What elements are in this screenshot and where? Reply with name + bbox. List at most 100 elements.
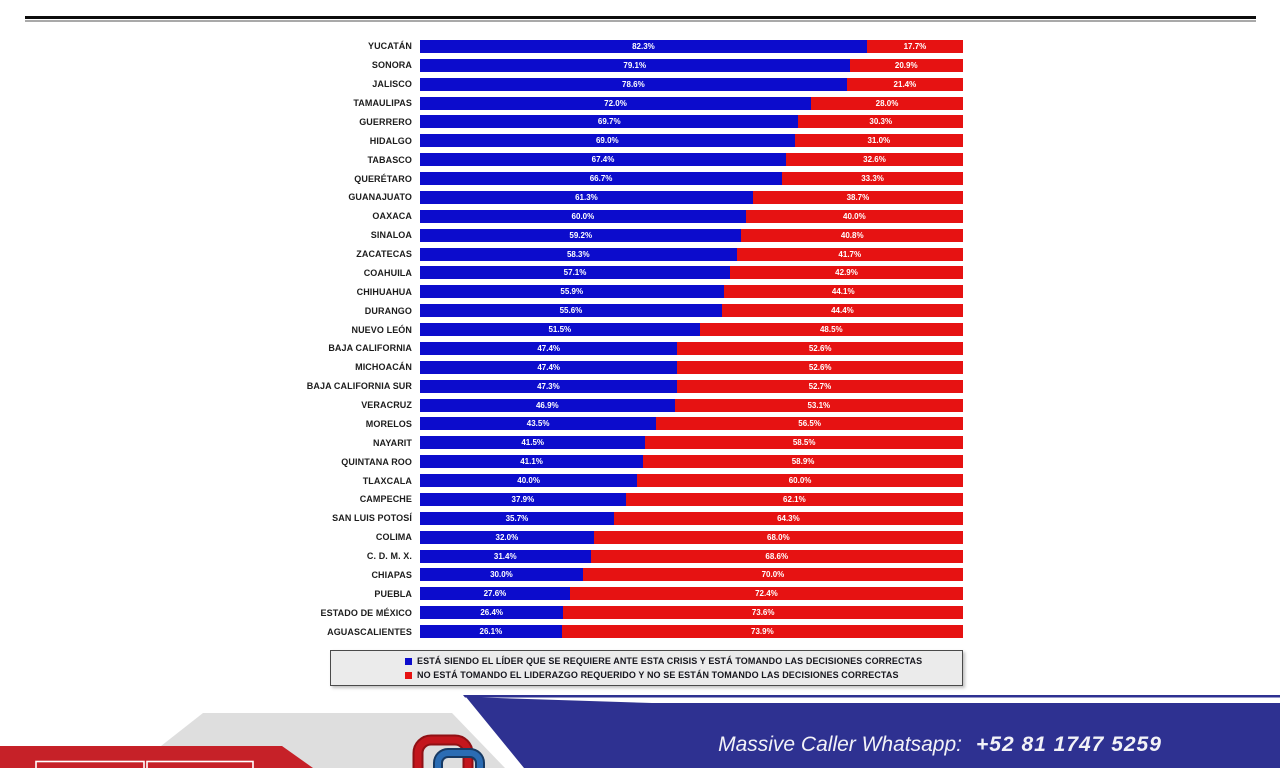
bar-value-label: 62.1%	[783, 494, 806, 504]
bar-value-label: 32.0%	[495, 532, 519, 542]
bar-segment-positive: 60.0%	[420, 209, 746, 223]
logo-red-ring	[414, 736, 472, 768]
bar-value-label: 69.0%	[595, 136, 619, 146]
bar-track: 31.4% 68.6%	[420, 549, 963, 563]
chart-row: DURANGO 55.6% 44.4%	[0, 301, 963, 320]
category-label: OAXACA	[372, 211, 412, 222]
bar-value-label: 56.5%	[798, 419, 821, 429]
legend-item: ESTÁ SIENDO EL LÍDER QUE SE REQUIERE ANT…	[405, 654, 962, 668]
bar-value-label: 52.6%	[808, 362, 832, 372]
footer: Massive Caller Whatsapp: +52 81 1747 5259	[0, 695, 1280, 768]
bar-segment-negative: 44.1%	[723, 285, 963, 299]
bar-track: 55.9% 44.1%	[420, 285, 963, 299]
footer-navy-band	[466, 697, 1280, 768]
chart-legend: ESTÁ SIENDO EL LÍDER QUE SE REQUIERE ANT…	[330, 650, 963, 686]
bar-value-label: 67.4%	[591, 155, 615, 165]
chart-row: TAMAULIPAS 72.0% 28.0%	[0, 94, 963, 113]
category-label: SONORA	[371, 60, 412, 71]
bar-value-label: 55.9%	[560, 287, 584, 297]
chart-row: CAMPECHE 37.9% 62.1%	[0, 490, 963, 509]
category-label: YUCATÁN	[367, 41, 412, 52]
chart-row: QUINTANA ROO 41.1% 58.9%	[0, 452, 963, 471]
category-label: MORELOS	[365, 418, 412, 429]
bar-track: 69.7% 30.3%	[420, 115, 963, 129]
category-label: NUEVO LEÓN	[351, 324, 412, 335]
bar-value-label: 70.0%	[761, 570, 785, 580]
bar-value-label: 51.5%	[548, 325, 572, 335]
category-label: ESTADO DE MÉXICO	[320, 607, 412, 618]
bar-segment-negative: 52.6%	[677, 341, 963, 355]
category-label: COAHUILA	[363, 267, 412, 278]
bar-value-label: 68.6%	[765, 551, 789, 561]
chart-row: MICHOACÁN 47.4% 52.6%	[0, 358, 963, 377]
bar-value-label: 60.0%	[571, 211, 595, 221]
bar-segment-positive: 59.2%	[420, 228, 742, 242]
bar-value-label: 78.6%	[622, 79, 645, 89]
bar-value-label: 41.5%	[521, 438, 545, 448]
bar-value-label: 47.4%	[537, 343, 561, 353]
category-label: CHIHUAHUA	[356, 286, 412, 297]
bar-segment-negative: 40.0%	[745, 209, 963, 223]
bar-value-label: 73.9%	[751, 627, 774, 637]
bar-value-label: 26.1%	[479, 627, 503, 637]
category-label: CAMPECHE	[359, 494, 412, 505]
bar-track: 58.3% 41.7%	[420, 247, 963, 261]
category-label: GUANAJUATO	[348, 192, 412, 203]
bar-segment-positive: 47.4%	[420, 360, 678, 374]
bar-value-label: 52.7%	[808, 381, 832, 391]
category-label: C. D. M. X.	[366, 551, 412, 562]
bar-track: 79.1% 20.9%	[420, 58, 963, 72]
bar-value-label: 79.1%	[623, 60, 647, 70]
bar-value-label: 44.4%	[831, 306, 854, 316]
bar-segment-positive: 79.1%	[420, 58, 850, 72]
bar-segment-positive: 61.3%	[420, 190, 753, 204]
bar-value-label: 37.9%	[511, 494, 535, 504]
bar-segment-negative: 48.5%	[699, 323, 963, 337]
bar-value-label: 82.3%	[632, 41, 655, 51]
bar-segment-negative: 72.4%	[569, 587, 963, 601]
legend-item: NO ESTÁ TOMANDO EL LIDERAZGO REQUERIDO Y…	[405, 668, 962, 682]
chart-row: YUCATÁN 82.3% 17.7%	[0, 37, 963, 56]
bar-track: 61.3% 38.7%	[420, 190, 963, 204]
bar-segment-positive: 57.1%	[420, 266, 731, 280]
bar-track: 78.6% 21.4%	[420, 77, 963, 91]
bar-segment-negative: 53.1%	[674, 398, 963, 412]
bar-value-label: 33.3%	[861, 174, 884, 184]
legend-label: NO ESTÁ TOMANDO EL LIDERAZGO REQUERIDO Y…	[417, 670, 899, 680]
chart-row: GUANAJUATO 61.3% 38.7%	[0, 188, 963, 207]
category-label: BAJA CALIFORNIA SUR	[306, 381, 412, 392]
bar-segment-negative: 62.1%	[625, 492, 963, 506]
chart-row: JALISCO 78.6% 21.4%	[0, 75, 963, 94]
chart-row: MORELOS 43.5% 56.5%	[0, 415, 963, 434]
bar-track: 47.4% 52.6%	[420, 360, 963, 374]
bar-value-label: 17.7%	[903, 41, 927, 51]
legend-swatch-icon	[405, 657, 412, 665]
top-rule	[25, 16, 1256, 19]
category-label: CHIAPAS	[371, 569, 412, 580]
bar-track: 66.7% 33.3%	[420, 172, 963, 186]
bar-segment-negative: 17.7%	[866, 39, 963, 53]
bar-track: 26.4% 73.6%	[420, 606, 963, 620]
category-label: VERACRUZ	[361, 400, 412, 411]
chart-row: CHIHUAHUA 55.9% 44.1%	[0, 282, 963, 301]
bar-value-label: 53.1%	[807, 400, 831, 410]
brand-text: Massive Caller Whatsapp:	[718, 733, 962, 756]
bar-segment-positive: 47.3%	[420, 379, 677, 393]
bar-segment-negative: 41.7%	[736, 247, 963, 261]
chart-row: TABASCO 67.4% 32.6%	[0, 150, 963, 169]
bar-segment-negative: 56.5%	[656, 417, 963, 431]
category-label: DURANGO	[364, 305, 412, 316]
category-label: HIDALGO	[369, 135, 412, 146]
bar-value-label: 41.7%	[838, 249, 862, 259]
bar-track: 26.1% 73.9%	[420, 625, 963, 639]
category-label: TABASCO	[367, 154, 412, 165]
bar-track: 55.6% 44.4%	[420, 304, 963, 318]
bar-track: 67.4% 32.6%	[420, 153, 963, 167]
category-label: ZACATECAS	[356, 249, 412, 260]
bar-value-label: 47.4%	[537, 362, 561, 372]
bar-segment-positive: 27.6%	[420, 587, 570, 601]
bar-segment-positive: 37.9%	[420, 492, 626, 506]
bar-segment-negative: 40.8%	[741, 228, 963, 242]
bar-segment-positive: 30.0%	[420, 568, 583, 582]
